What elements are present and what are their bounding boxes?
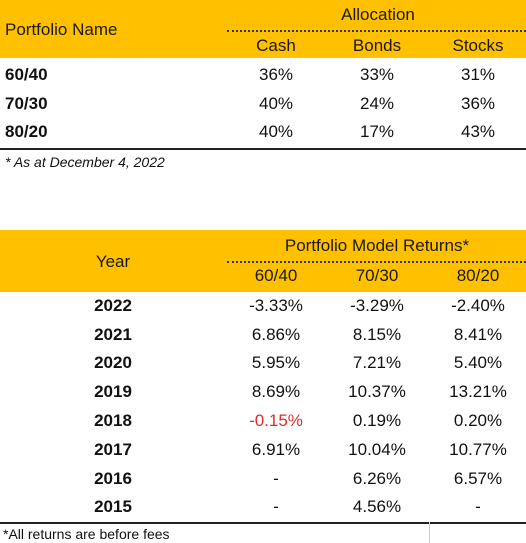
- allocation-group-header: Allocation: [341, 5, 415, 24]
- allocation-cell: 36%: [258, 65, 294, 84]
- year-cell: 2016: [94, 469, 132, 488]
- return-cell: 5.95%: [251, 353, 301, 372]
- return-cell: -: [273, 469, 279, 488]
- returns-table-bottom-rule: [0, 522, 526, 524]
- portfolio-name-cell: 70/30: [5, 94, 48, 113]
- allocation-footnote: * As at December 4, 2022: [5, 154, 165, 170]
- year-cell: 2017: [94, 440, 132, 459]
- return-cell: 4.56%: [352, 497, 402, 516]
- returns-column-80-20: 80/20: [456, 266, 500, 285]
- return-cell: 8.15%: [352, 325, 402, 344]
- year-cell: 2022: [94, 296, 132, 315]
- year-cell: 2019: [94, 382, 132, 401]
- allocation-cell: 40%: [258, 122, 294, 141]
- return-cell-negative: -0.15%: [249, 411, 303, 430]
- allocation-column-bonds: Bonds: [352, 36, 402, 55]
- portfolio-name-cell: 60/40: [5, 65, 48, 84]
- allocation-cell: 36%: [460, 94, 496, 113]
- return-cell: 10.77%: [449, 440, 507, 459]
- allocation-cell: 31%: [460, 65, 496, 84]
- returns-footnote: *All returns are before fees: [3, 526, 170, 542]
- allocation-cell: 43%: [460, 122, 496, 141]
- year-header: Year: [95, 252, 131, 271]
- allocation-cell: 24%: [359, 94, 395, 113]
- return-cell: -: [475, 497, 481, 516]
- allocation-group-divider: [227, 30, 526, 32]
- allocation-table-bottom-rule: [0, 148, 526, 150]
- return-cell: -: [273, 497, 279, 516]
- return-cell: -2.40%: [451, 296, 505, 315]
- portfolio-name-header: Portfolio Name: [5, 20, 118, 39]
- year-cell: 2021: [94, 325, 132, 344]
- return-cell: 6.86%: [251, 325, 301, 344]
- year-cell: 2018: [94, 411, 132, 430]
- return-cell: 8.41%: [453, 325, 503, 344]
- return-cell: 10.37%: [348, 382, 406, 401]
- return-cell: 5.40%: [453, 353, 503, 372]
- return-cell: 13.21%: [449, 382, 507, 401]
- returns-column-60-40: 60/40: [254, 266, 298, 285]
- return-cell: 8.69%: [251, 382, 301, 401]
- allocation-cell: 40%: [258, 94, 294, 113]
- allocation-cell: 17%: [359, 122, 395, 141]
- vertical-divider: [429, 522, 430, 543]
- allocation-column-cash: Cash: [256, 36, 296, 55]
- return-cell: -3.29%: [350, 296, 404, 315]
- return-cell: 7.21%: [352, 353, 402, 372]
- return-cell: 0.20%: [453, 411, 503, 430]
- returns-column-70-30: 70/30: [355, 266, 399, 285]
- return-cell: 0.19%: [352, 411, 402, 430]
- allocation-column-stocks: Stocks: [452, 36, 504, 55]
- return-cell: 6.91%: [251, 440, 301, 459]
- allocation-table-header: [0, 0, 526, 58]
- return-cell: 6.57%: [453, 469, 503, 488]
- portfolio-name-cell: 80/20: [5, 122, 48, 141]
- returns-group-divider: [227, 261, 526, 263]
- year-cell: 2015: [94, 497, 132, 516]
- return-cell: 6.26%: [352, 469, 402, 488]
- allocation-cell: 33%: [359, 65, 395, 84]
- returns-group-header: Portfolio Model Returns*: [284, 236, 470, 255]
- return-cell: -3.33%: [249, 296, 303, 315]
- year-cell: 2020: [94, 353, 132, 372]
- return-cell: 10.04%: [348, 440, 406, 459]
